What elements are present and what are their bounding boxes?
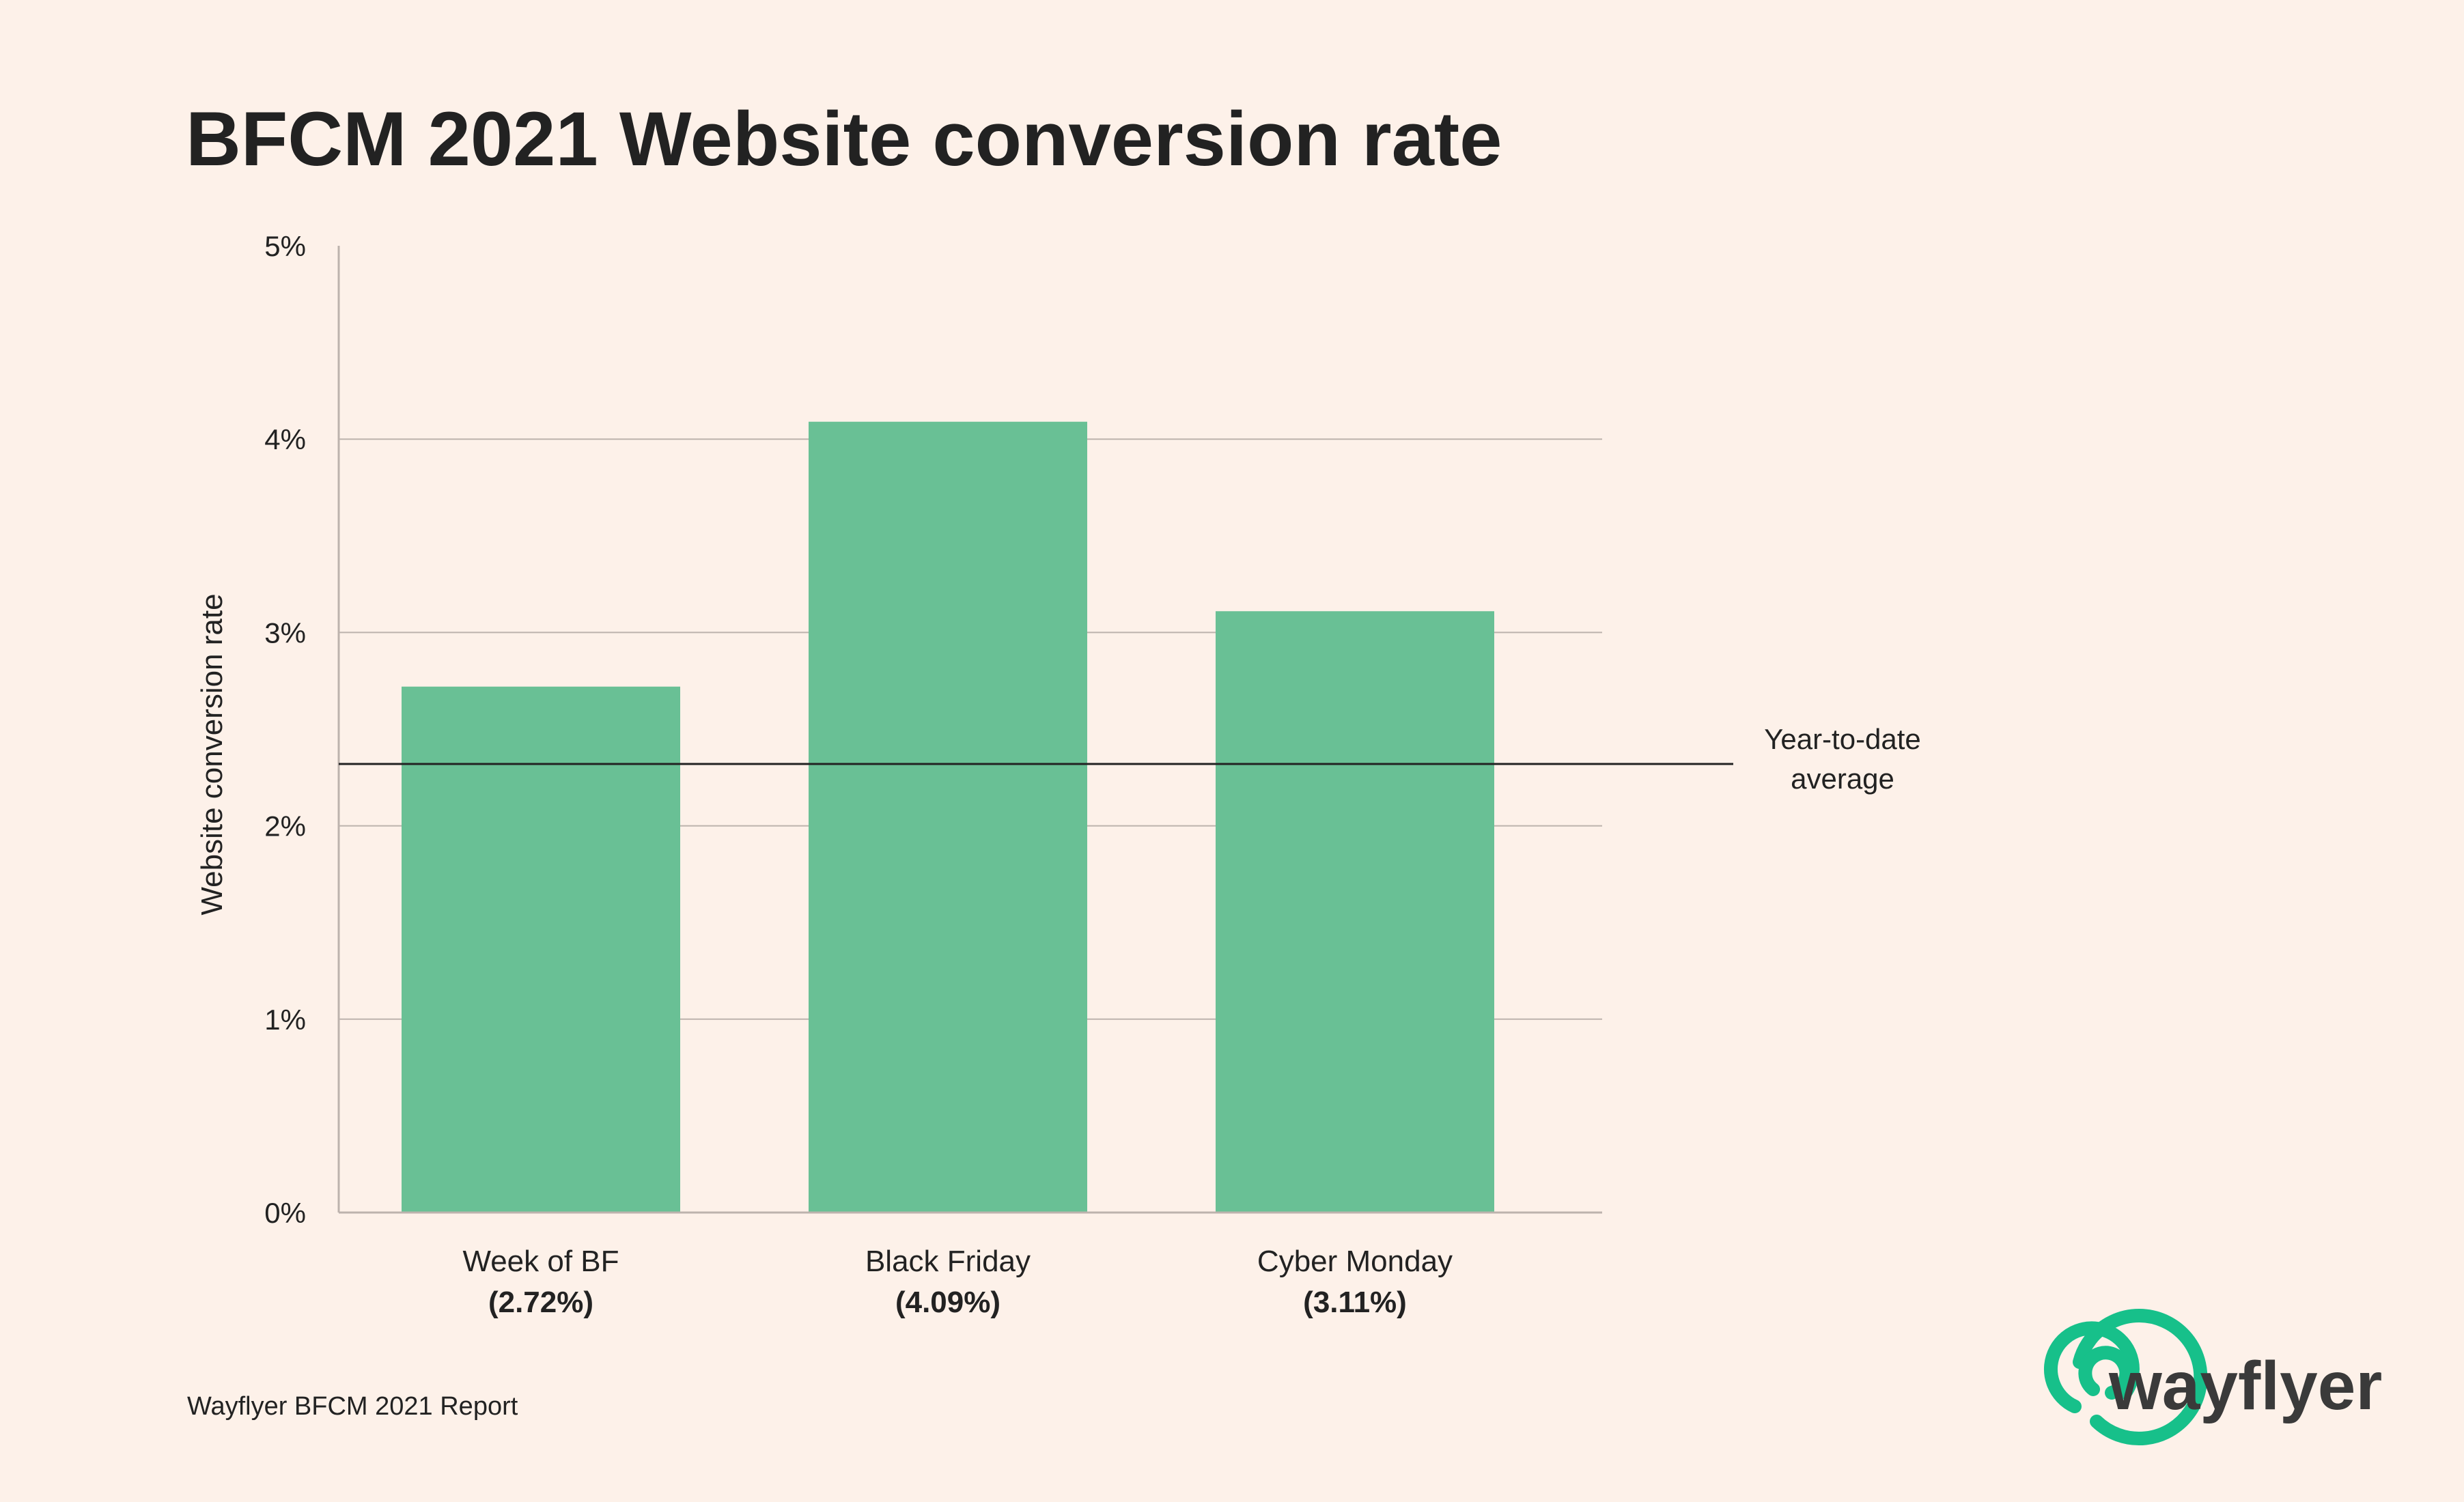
footer-source: Wayflyer BFCM 2021 Report [187,1392,518,1421]
bars [402,421,1494,1213]
y-tick-label: 2% [264,810,306,842]
average-label-line1: Year-to-date [1764,723,1921,755]
bar [809,421,1087,1213]
y-tick-label: 5% [264,230,306,262]
y-tick-label: 1% [264,1004,306,1036]
average-label-line2: average [1791,763,1894,795]
y-tick-labels: 0% 1% 2% 3% 4% 5% [264,230,306,1229]
y-axis-label: Website conversion rate [195,593,229,915]
wayflyer-swirl-icon [2043,1309,2208,1445]
year-to-date-average: Year-to-date average [339,723,1921,795]
x-category-label: Black Friday [865,1245,1031,1278]
bar [1216,611,1494,1213]
x-category-label: Week of BF [462,1245,619,1278]
x-category-label: Cyber Monday [1257,1245,1453,1278]
x-category-labels: Week of BF (2.72%) Black Friday (4.09%) Cybe… [462,1245,1453,1319]
bar-value-label: (2.72%) [488,1286,593,1319]
axes [337,246,1602,1214]
page-title: BFCM 2021 Website conversion rate [186,96,1502,182]
bar [402,686,680,1213]
y-tick-label: 3% [264,617,306,649]
bar-value-label: (3.11%) [1303,1286,1407,1319]
wayflyer-logo-text: wayflyer [2108,1348,2382,1424]
bar-value-label: (4.09%) [895,1286,1000,1319]
wayflyer-logo: wayflyer [2043,1309,2382,1445]
y-tick-label: 0% [264,1197,306,1229]
y-tick-label: 4% [264,423,306,455]
